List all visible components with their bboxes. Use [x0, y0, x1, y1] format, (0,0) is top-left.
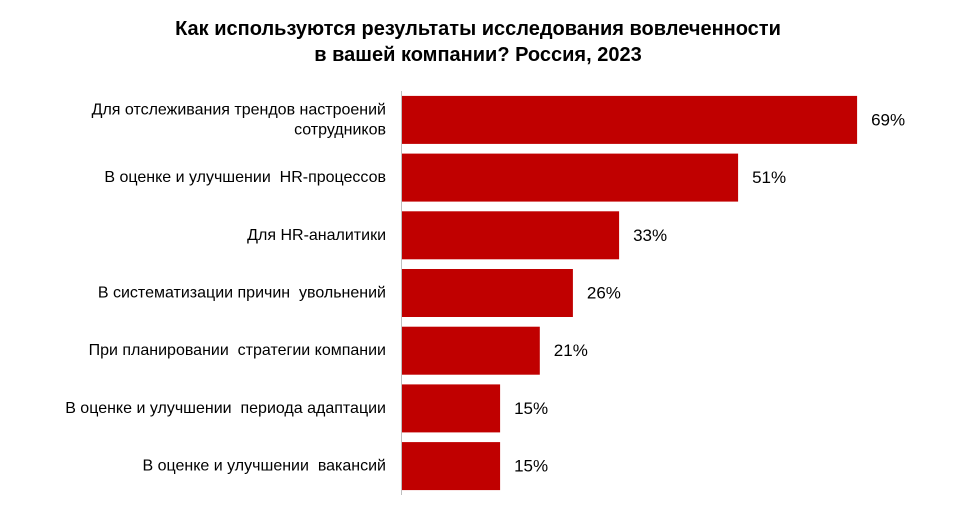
category-label-2: В оценке и улучшении HR-процессов: [104, 169, 386, 186]
category-label-5: При планировании стратегии компании: [89, 342, 386, 359]
category-label-7: В оценке и улучшении вакансий: [143, 458, 386, 475]
value-label-2: 51%: [752, 168, 786, 187]
chart-title: Как используются результаты исследования…: [0, 16, 956, 68]
category-label-4: В систематизации причин увольнений: [98, 285, 386, 302]
bar-1: [401, 95, 858, 144]
chart-title-line-1: Как используются результаты исследования…: [175, 18, 781, 40]
bar-3: [401, 211, 620, 260]
chart-title-line-2: в вашей компании? Россия, 2023: [314, 44, 642, 66]
bar-5: [401, 326, 540, 375]
category-label-1-line-1: Для отслеживания трендов настроений: [92, 101, 386, 118]
value-label-4: 26%: [587, 284, 621, 303]
value-label-6: 15%: [514, 399, 548, 418]
bar-4: [401, 269, 573, 317]
bar-7: [401, 442, 501, 491]
category-label-3: Для HR-аналитики: [247, 227, 386, 244]
bar-6: [401, 384, 501, 433]
value-label-7: 15%: [514, 457, 548, 476]
category-label-6: В оценке и улучшении периода адаптации: [65, 400, 386, 417]
bar-2: [401, 153, 739, 202]
value-label-3: 33%: [633, 226, 667, 245]
value-label-1: 69%: [871, 110, 905, 129]
category-label-1-line-2: сотрудников: [294, 121, 386, 138]
value-label-5: 21%: [554, 341, 588, 360]
